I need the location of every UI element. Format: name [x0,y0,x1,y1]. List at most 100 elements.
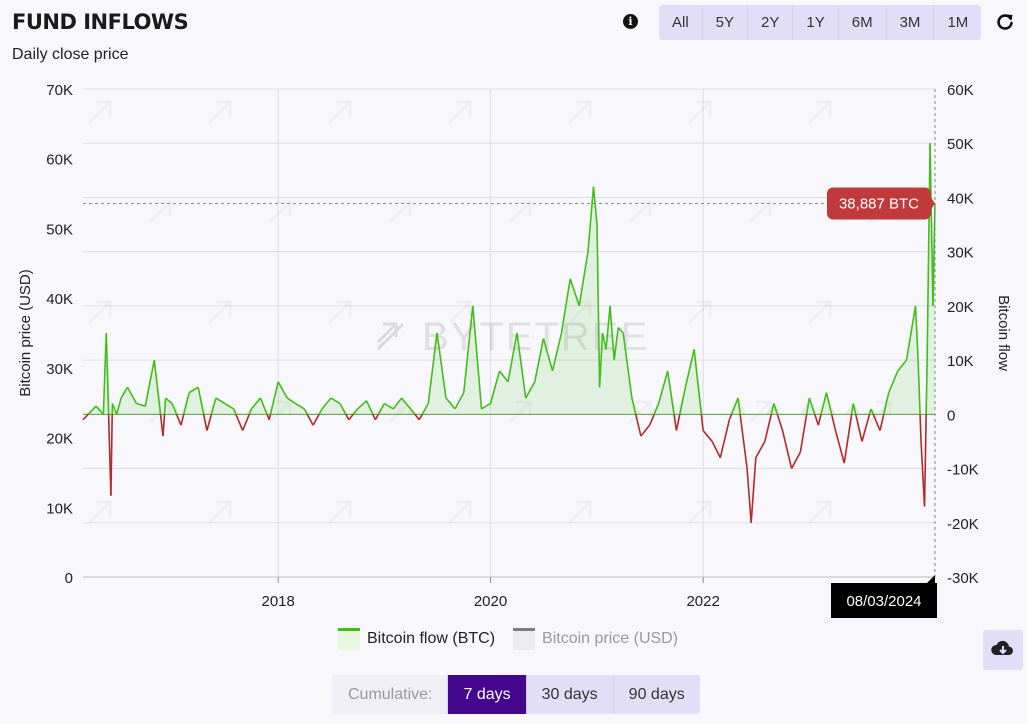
refresh-icon[interactable] [995,12,1015,32]
legend-item-price[interactable]: Bitcoin price (USD) [513,628,678,650]
inflow-segment [622,332,633,399]
y-left-tick-label: 40K [46,291,73,308]
date-label-text: 08/03/2024 [846,593,921,610]
watermark-tile-icon [210,102,230,122]
inflow-segment [377,403,386,415]
range-5y-button[interactable]: 5Y [703,5,749,40]
inflow-segment [115,397,122,415]
cumulative-90-days-button[interactable]: 90 days [612,675,700,714]
inflow-segment [224,402,235,410]
y-right-tick-label: 0 [947,407,955,424]
inflow-segment [445,397,456,410]
outflow-segment [673,414,678,431]
range-1y-button[interactable]: 1Y [793,5,839,40]
x-tick-label: 2018 [261,593,294,610]
outflow-segment [834,430,846,464]
inflow-segment [277,381,288,399]
inflow-segment [601,332,607,350]
y-right-tick-label: 60K [947,82,974,99]
watermark-tile-icon [210,302,230,322]
watermark-tile-icon [90,502,110,522]
outflow-segment [640,424,651,437]
inflow-segment [932,203,936,306]
x-tick-label: 2020 [474,593,507,610]
outflow-segment [790,451,802,469]
inflow-segment [182,392,190,415]
inflow-segment [318,408,323,415]
inflow-segment [188,386,199,394]
watermark-tile-icon [90,102,110,122]
outflow-segment [202,414,208,431]
inflow-segment [666,370,675,415]
outflow-segment [675,414,681,431]
range-all-button[interactable]: All [659,5,703,40]
y-right-axis-title: Bitcoin flow [995,295,1012,371]
inflow-segment [613,327,620,361]
cumulative-30-days-button[interactable]: 30 days [525,675,613,714]
cloud-download-icon [991,640,1013,655]
range-6m-button[interactable]: 6M [839,5,887,40]
inflow-segment [462,305,474,393]
inflow-segment [737,397,741,415]
y-left-axis-title: Bitcoin price (USD) [17,269,34,397]
date-label-box [831,583,937,618]
page-subtitle: Daily close price [12,46,129,63]
outflow-segment [648,414,655,426]
inflow-segment [232,408,237,415]
outflow-segment [861,414,871,442]
inflow-segment [852,403,857,415]
inflow-segment [888,370,899,393]
watermark-tile-icon [810,302,830,322]
y-left-tick-label: 60K [46,152,73,169]
inflow-segment [498,370,509,383]
watermark-tile-icon [690,502,710,522]
info-icon[interactable]: i [623,14,638,29]
watermark-tile-icon [90,302,110,322]
inflow-segment [215,397,226,405]
outflow-segment [919,414,922,442]
inflow-segment [598,332,604,388]
range-2y-button[interactable]: 2Y [748,5,794,40]
outflow-segment [843,414,853,464]
watermark-text: BYTETREE [422,315,649,359]
inflow-segment [400,397,412,410]
inflow-segment [596,224,601,388]
inflow-segment [269,381,279,415]
inflow-segment [144,359,156,407]
y-right-tick-label: 50K [947,136,974,153]
y-right-tick-label: -10K [947,462,979,479]
inflow-segment [436,332,447,399]
inflow-segment [409,408,416,415]
watermark-tile-icon [570,102,590,122]
inflow-segment [352,408,359,415]
outflow-segment [879,414,885,431]
inflow-segment [592,186,598,225]
range-1m-button[interactable]: 1M [947,14,969,31]
watermark-tile-icon [150,202,170,222]
inflow-segment [507,332,518,382]
inflow-segment [392,397,403,410]
inflow-segment [427,332,438,404]
y-left-tick-label: 70K [46,82,73,99]
inflow-segment [339,403,347,415]
range-3m-button[interactable]: 3M [887,5,935,40]
inflow-segment [102,332,108,415]
inflow-segment [914,305,919,361]
legend-item-flow[interactable]: Bitcoin flow (BTC) [338,628,495,650]
inflow-segment [210,397,217,415]
x-tick-label: 2022 [686,593,719,610]
watermark-tile-icon [210,502,230,522]
outflow-segment [813,414,820,426]
cumulative-7-days-button[interactable]: 7 days [447,675,526,714]
y-left-tick-label: 50K [46,221,73,238]
download-button[interactable] [983,630,1023,670]
inflow-segment [770,403,775,415]
y-right-tick-label: -20K [947,516,979,533]
outflow-segment [764,414,773,442]
inflow-segment [321,397,332,410]
inflow-segment [330,397,341,405]
outflow-segment [180,414,185,426]
y-right-tick-label: 20K [947,299,974,316]
chart-legend: Bitcoin flow (BTC) Bitcoin price (USD) [338,628,696,650]
